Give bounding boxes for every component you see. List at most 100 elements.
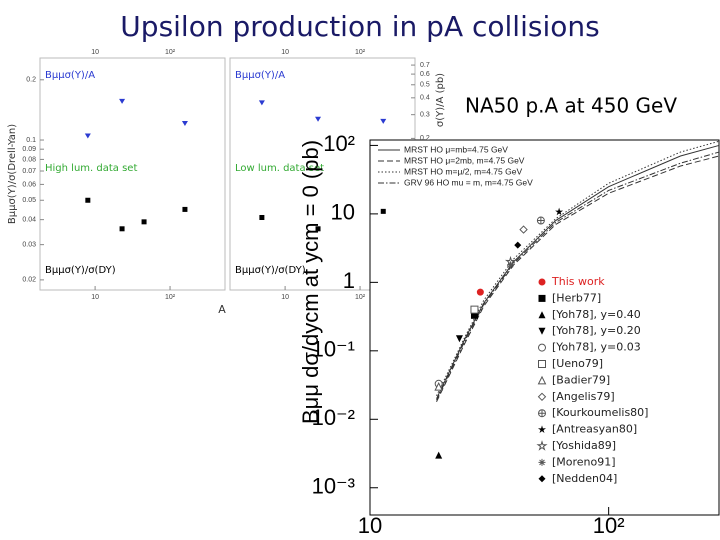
y-tick-label: 10⁻¹ xyxy=(312,337,355,362)
inset-x-tick-label: 10 xyxy=(281,294,289,301)
inset-y2-tick-label: 0.4 xyxy=(420,95,430,102)
inset-y2-tick-label: 0.5 xyxy=(420,82,430,89)
y-tick-label: 10⁻² xyxy=(312,405,355,430)
inset-point xyxy=(315,226,321,232)
marker xyxy=(455,335,463,343)
inset-frame xyxy=(39,57,226,291)
inset-y-label: Bμμσ(Υ)/σ(Drell-Yan) xyxy=(7,124,18,224)
inset-point xyxy=(182,206,188,212)
inset-y-tick-label: 0.1 xyxy=(26,137,36,144)
y-axis-label: Bμμ dσ/dycm at ycm = 0 (pb) xyxy=(298,140,323,424)
marker xyxy=(507,261,515,269)
legend-marker xyxy=(537,392,547,402)
inset-point xyxy=(85,197,91,203)
legend-marker xyxy=(538,278,546,286)
legend-marker xyxy=(538,311,546,319)
slide-title: Upsilon production in pA collisions xyxy=(120,10,599,43)
y-tick-label: 1 xyxy=(343,268,355,293)
legend-label: [Kourkoumelis80] xyxy=(552,406,648,419)
marker xyxy=(514,241,522,249)
marker xyxy=(536,216,545,225)
inset-x-tick-label: 10 xyxy=(281,49,289,56)
legend-marker xyxy=(536,440,548,451)
inset-point xyxy=(84,133,91,139)
legend-marker xyxy=(538,409,547,418)
legend-label: [Moreno91] xyxy=(552,455,616,468)
inset-x-tick-label: 10 xyxy=(91,294,99,301)
inset-note: Low lum. data set xyxy=(235,163,324,174)
legend-marker xyxy=(538,360,546,368)
x-tick-label: 10 xyxy=(358,513,382,538)
y-tick-label: 10 xyxy=(331,200,355,225)
inset-y-tick-label: 0.09 xyxy=(22,146,36,153)
legend-label: [Ueno79] xyxy=(552,357,603,370)
inset-y2-tick-label: 0.2 xyxy=(420,135,430,142)
inset-point xyxy=(259,214,265,220)
legend-label: [Yoh78], y=0.20 xyxy=(552,324,641,337)
inset-y-tick-label: 0.08 xyxy=(22,156,36,163)
legend-marker xyxy=(538,343,547,352)
inset-x-tick-label: 10² xyxy=(355,294,366,301)
content: 0.02 0.03 0.04 0.05 0.06 0.07 0.08 0.09 0.1 0.2 0.… xyxy=(7,49,720,538)
inset-point xyxy=(141,219,147,225)
marker xyxy=(476,288,484,296)
legend-label: [Yoshida89] xyxy=(552,439,616,452)
inset-y-tick-label: 0.04 xyxy=(22,216,36,223)
inset-point xyxy=(315,116,322,122)
inset-panel-label: Bμμσ(Υ)/σ(DY) xyxy=(45,265,116,276)
legend-label: MRST HO μ=2mb, m=4.75 GeV xyxy=(404,155,525,165)
legend-label: [Nedden04] xyxy=(552,472,617,485)
inset-x-tick-label: 10² xyxy=(165,294,176,301)
legend-label: GRV 96 HO mu = m, m=4.75 GeV xyxy=(404,177,533,187)
x-tick-label: 10² xyxy=(593,513,625,538)
inset-point xyxy=(119,226,125,232)
marker xyxy=(555,207,564,216)
theory-curve xyxy=(436,151,720,401)
marker xyxy=(435,451,443,459)
marker xyxy=(519,225,528,234)
inset-point xyxy=(380,208,386,214)
inset-y-tick-label: 0.02 xyxy=(22,277,36,284)
plot-frame xyxy=(369,139,720,516)
legend-label: [Antreasyan80] xyxy=(552,423,637,436)
legend-label: [Yoh78], y=0.03 xyxy=(552,341,641,354)
inset-note: High lum. data set xyxy=(45,163,137,174)
legend-label: [Herb77] xyxy=(552,291,601,304)
legend-marker xyxy=(538,327,546,335)
marker xyxy=(434,382,443,391)
inset-panel-label: Bμμσ(Υ)/A xyxy=(45,70,95,81)
theory-curve xyxy=(436,155,720,403)
inset-y-tick-label: 0.07 xyxy=(22,168,36,175)
inset-panel-label: Bμμσ(Υ)/A xyxy=(235,70,285,81)
theory-curve xyxy=(436,144,720,399)
inset-y-tick-label: 0.2 xyxy=(26,77,36,84)
inset-y2-label: σ(Υ)/A (pb) xyxy=(435,73,446,127)
inset-y-tick-label: 0.03 xyxy=(22,241,36,248)
inset-x-tick-label: 10² xyxy=(355,49,366,56)
inset-x-tick-label: 10² xyxy=(165,49,176,56)
legend-marker xyxy=(537,375,547,385)
legend-label: This work xyxy=(551,275,605,288)
inset-y2-tick-label: 0.3 xyxy=(420,112,430,119)
inset-point xyxy=(119,98,126,104)
inset-point xyxy=(380,118,387,124)
inset-panel-label: Bμμσ(Υ)/σ(DY) xyxy=(235,265,306,276)
marker xyxy=(470,305,479,314)
inset-point xyxy=(181,121,188,127)
inset-point xyxy=(258,100,265,106)
legend-label: [Badier79] xyxy=(552,373,610,386)
legend-marker xyxy=(538,475,546,483)
theory-curve xyxy=(436,140,720,397)
inset-y2-tick-label: 0.6 xyxy=(420,71,430,78)
legend-label: [Angelis79] xyxy=(552,390,615,403)
inset-x-label: A xyxy=(218,303,226,316)
legend-label: MRST HO m=μ/2, m=4.75 GeV xyxy=(404,166,522,176)
inset-x-tick-label: 10 xyxy=(91,49,99,56)
legend-label: [Yoh78], y=0.40 xyxy=(552,308,641,321)
y-tick-label: 10⁻³ xyxy=(312,474,355,499)
legend-marker xyxy=(538,458,546,466)
inset-y-tick-label: 0.06 xyxy=(22,181,36,188)
legend-marker xyxy=(538,425,546,433)
y-tick-label: 10² xyxy=(323,131,355,156)
